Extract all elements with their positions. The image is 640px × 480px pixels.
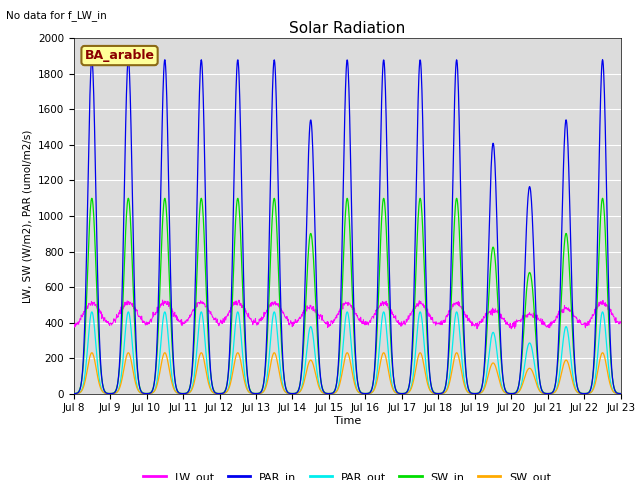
SW_out: [504, 391, 512, 396]
SW_out: [70, 391, 77, 396]
PAR_out: [552, 387, 560, 393]
SW_in: [192, 305, 200, 311]
Text: No data for f_LW_in: No data for f_LW_in: [6, 10, 107, 21]
SW_in: [88, 195, 96, 201]
PAR_in: [88, 57, 96, 62]
Line: LW_out: LW_out: [74, 300, 621, 329]
SW_out: [179, 391, 186, 396]
LW_out: [553, 313, 561, 319]
SW_in: [253, 391, 260, 396]
LW_out: [159, 297, 166, 303]
SW_in: [179, 391, 186, 396]
X-axis label: Time: Time: [333, 416, 361, 426]
PAR_out: [253, 391, 260, 396]
SW_in: [70, 391, 77, 396]
PAR_in: [552, 375, 560, 381]
PAR_in: [70, 391, 77, 396]
PAR_in: [504, 390, 512, 396]
Title: Solar Radiation: Solar Radiation: [289, 21, 405, 36]
SW_in: [617, 391, 625, 396]
SW_in: [504, 390, 512, 396]
PAR_in: [433, 391, 440, 396]
SW_out: [192, 373, 200, 379]
PAR_out: [179, 391, 186, 396]
Line: SW_out: SW_out: [74, 353, 621, 394]
Text: BA_arable: BA_arable: [84, 49, 154, 62]
SW_out: [253, 391, 260, 396]
Y-axis label: LW, SW (W/m2), PAR (umol/m2/s): LW, SW (W/m2), PAR (umol/m2/s): [22, 129, 32, 303]
PAR_out: [617, 391, 625, 396]
SW_in: [552, 376, 560, 382]
SW_out: [552, 388, 560, 394]
LW_out: [192, 303, 200, 309]
Line: SW_in: SW_in: [74, 198, 621, 394]
LW_out: [508, 326, 515, 332]
PAR_out: [504, 391, 512, 396]
LW_out: [70, 324, 77, 330]
Line: PAR_in: PAR_in: [74, 60, 621, 394]
SW_out: [88, 350, 96, 356]
Legend: LW_out, PAR_in, PAR_out, SW_in, SW_out: LW_out, PAR_in, PAR_out, SW_in, SW_out: [139, 468, 556, 480]
LW_out: [179, 320, 186, 326]
SW_out: [617, 391, 625, 396]
PAR_out: [70, 391, 77, 396]
LW_out: [617, 320, 625, 325]
LW_out: [253, 322, 260, 328]
Line: PAR_out: PAR_out: [74, 312, 621, 394]
PAR_out: [88, 309, 96, 315]
LW_out: [433, 321, 440, 327]
LW_out: [504, 322, 512, 327]
PAR_in: [253, 391, 260, 396]
PAR_out: [433, 391, 440, 396]
PAR_in: [617, 391, 625, 396]
PAR_in: [192, 265, 200, 271]
SW_in: [433, 391, 440, 396]
SW_out: [433, 391, 440, 396]
PAR_in: [179, 391, 186, 396]
PAR_out: [192, 360, 200, 366]
